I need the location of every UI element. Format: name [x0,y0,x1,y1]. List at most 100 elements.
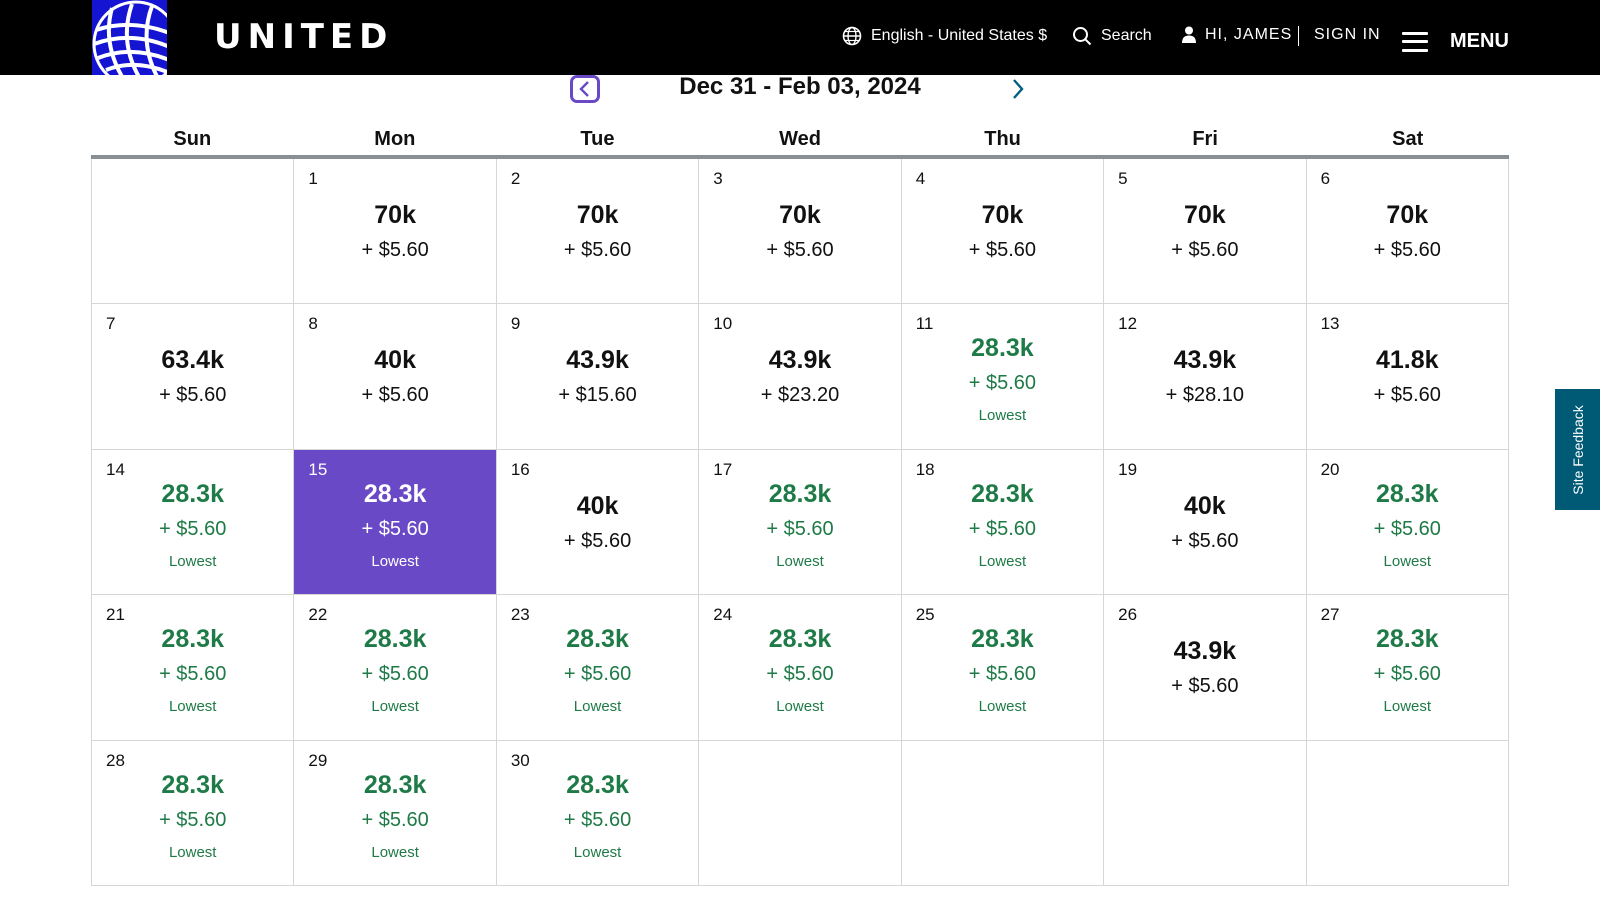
day-number: 14 [106,459,125,479]
calendar-day-cell[interactable]: 11 28.3k + $5.60 Lowest [901,304,1105,450]
fare-taxes: + $5.60 [1373,517,1441,540]
hamburger-icon [1402,31,1428,52]
day-number: 25 [915,605,935,625]
day-number: 28 [106,750,125,770]
calendar-day-cell[interactable]: 28 28.3k + $5.60 Lowest [92,740,295,886]
greeting-label: HI, JAMES [1205,26,1293,43]
day-number: 3 [713,169,723,188]
calendar-day-cell[interactable]: 26 43.9k + $5.60 [1104,595,1307,741]
lowest-badge: Lowest [371,843,419,861]
brand-wordmark[interactable]: UNITED [214,17,394,57]
user-greeting[interactable]: HI, JAMES [1182,26,1292,44]
fare-taxes: + $5.60 [766,517,834,540]
fare-taxes: + $5.60 [968,517,1037,540]
fare-taxes: + $5.60 [766,239,834,261]
globe-icon [92,0,167,75]
next-range-button[interactable] [1005,76,1031,102]
weekday-sun: Sun [173,128,212,150]
chevron-left-icon [579,81,589,97]
user-icon [1182,26,1196,43]
search-label: Search [1101,27,1152,44]
calendar-empty-cell [699,740,902,886]
calendar-day-cell[interactable]: 12 43.9k + $28.10 [1104,304,1307,450]
fare-miles: 43.9k [1173,637,1237,666]
calendar-day-cell[interactable]: 8 40k + $5.60 [294,304,497,450]
day-number: 4 [915,169,926,188]
lowest-badge: Lowest [978,407,1027,425]
fare-miles: 70k [1183,201,1226,229]
day-number: 20 [1320,459,1340,479]
lowest-badge: Lowest [978,552,1027,570]
fare-taxes: + $5.60 [968,372,1037,395]
calendar-day-cell[interactable]: 30 28.3k + $5.60 Lowest [496,740,700,886]
fare-miles: 28.3k [161,625,224,654]
sign-in-link[interactable]: SIGN IN [1314,26,1381,43]
calendar-day-cell[interactable]: 18 28.3k + $5.60 Lowest [901,449,1105,596]
day-number: 10 [713,314,733,334]
calendar-day-cell[interactable]: 14 28.3k + $5.60 Lowest [92,449,295,596]
weekday-divider [91,155,1509,159]
day-number: 21 [106,605,125,625]
calendar-day-cell[interactable]: 19 40k + $5.60 [1104,449,1307,596]
day-number: 26 [1118,605,1138,625]
fare-taxes: + $15.60 [558,384,637,407]
day-number: 23 [510,605,530,625]
calendar-day-cell[interactable]: 10 43.9k + $23.20 [699,304,902,450]
day-number: 22 [308,605,328,625]
fare-taxes: + $5.60 [1171,239,1239,261]
calendar-day-cell[interactable]: 2 70k + $5.60 [496,159,700,305]
weekday-wed: Wed [779,128,821,150]
calendar-day-cell[interactable]: 15 28.3k + $5.60 Lowest [294,449,497,596]
fare-calendar-grid: 1 70k + $5.60 2 70k + $5.60 3 70k + $5.60 4 70k + $… [91,159,1509,886]
calendar-day-cell[interactable]: 16 40k + $5.60 [496,449,700,596]
fare-miles: 28.3k [363,770,427,799]
fare-taxes: + $5.60 [361,239,429,261]
calendar-day-cell[interactable]: 29 28.3k + $5.60 Lowest [294,740,497,886]
day-number: 16 [510,459,530,479]
calendar-day-cell[interactable]: 27 28.3k + $5.60 Lowest [1306,595,1509,741]
calendar-day-cell[interactable]: 5 70k + $5.60 [1104,159,1307,305]
fare-miles: 70k [1386,201,1429,229]
calendar-day-cell[interactable]: 20 28.3k + $5.60 Lowest [1306,449,1509,596]
previous-range-button[interactable] [570,75,600,103]
day-number: 7 [106,314,116,334]
calendar-day-cell[interactable]: 7 63.4k + $5.60 [92,304,295,450]
weekday-fri: Fri [1192,128,1218,150]
fare-miles: 28.3k [161,479,224,508]
calendar-day-cell[interactable]: 25 28.3k + $5.60 Lowest [901,595,1105,741]
fare-taxes: + $5.60 [766,663,834,686]
fare-miles: 70k [374,201,416,229]
fare-taxes: + $5.60 [361,663,429,686]
weekday-header: Sun Mon Tue Wed Thu Fri Sat [91,128,1509,151]
lowest-badge: Lowest [168,552,217,570]
fare-miles: 70k [576,201,619,229]
fare-miles: 28.3k [363,625,427,654]
menu-button[interactable]: MENU [1402,30,1509,53]
fare-miles: 28.3k [971,479,1034,508]
fare-taxes: + $5.60 [563,239,632,261]
calendar-day-cell[interactable]: 21 28.3k + $5.60 Lowest [92,595,295,741]
day-number: 5 [1118,169,1128,188]
weekday-mon: Mon [374,128,416,150]
language-selector[interactable]: English - United States $ [842,26,1047,46]
calendar-day-cell[interactable]: 9 43.9k + $15.60 [496,304,700,450]
calendar-day-cell[interactable]: 3 70k + $5.60 [699,159,902,305]
calendar-day-cell[interactable]: 4 70k + $5.60 [901,159,1105,305]
calendar-day-cell[interactable]: 23 28.3k + $5.60 Lowest [496,595,700,741]
search-button[interactable]: Search [1072,26,1152,46]
language-label: English - United States $ [871,27,1048,44]
day-number: 19 [1118,459,1138,479]
day-number: 1 [308,169,318,188]
day-number: 15 [308,459,328,479]
united-globe-logo[interactable] [92,0,167,75]
calendar-day-cell[interactable]: 1 70k + $5.60 [294,159,497,305]
calendar-day-cell[interactable]: 24 28.3k + $5.60 Lowest [699,595,902,741]
calendar-day-cell[interactable]: 22 28.3k + $5.60 Lowest [294,595,497,741]
calendar-day-cell[interactable]: 17 28.3k + $5.60 Lowest [699,449,902,596]
fare-taxes: + $5.60 [563,808,632,831]
calendar-day-cell[interactable]: 6 70k + $5.60 [1306,159,1509,305]
lowest-badge: Lowest [371,552,419,570]
calendar-day-cell[interactable]: 13 41.8k + $5.60 [1306,304,1509,450]
fare-taxes: + $5.60 [159,384,227,407]
site-feedback-tab[interactable]: Site Feedback [1555,389,1600,510]
